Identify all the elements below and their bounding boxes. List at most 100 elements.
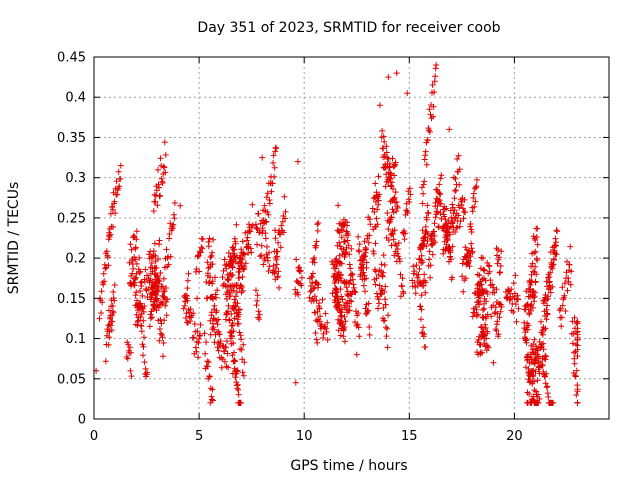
- data-point: [278, 222, 285, 229]
- data-point: [423, 214, 430, 221]
- data-point: [148, 291, 155, 298]
- data-point: [152, 198, 159, 205]
- data-point: [243, 237, 250, 244]
- data-point: [144, 369, 151, 376]
- data-point: [380, 269, 387, 276]
- data-point: [140, 352, 146, 359]
- data-point: [478, 324, 485, 331]
- data-point: [537, 358, 544, 365]
- data-point: [280, 229, 287, 236]
- data-point: [422, 223, 429, 230]
- data-point: [254, 241, 260, 248]
- data-point: [151, 298, 158, 305]
- data-point: [136, 254, 143, 261]
- data-point: [140, 308, 147, 315]
- data-point: [569, 318, 576, 325]
- data-point: [562, 308, 569, 314]
- data-point: [152, 295, 159, 302]
- data-point: [141, 303, 148, 310]
- data-point: [544, 302, 551, 309]
- data-point: [383, 324, 389, 331]
- data-point: [524, 356, 531, 363]
- data-point: [237, 346, 244, 352]
- data-point: [209, 249, 216, 256]
- data-point: [162, 302, 169, 309]
- data-point: [210, 295, 217, 302]
- data-point: [533, 271, 540, 278]
- data-point: [540, 368, 547, 375]
- data-point: [418, 306, 425, 313]
- data-point: [243, 244, 250, 251]
- data-point: [197, 321, 204, 328]
- data-point: [376, 300, 383, 307]
- data-point: [373, 215, 380, 222]
- data-point: [209, 397, 216, 404]
- data-point: [264, 243, 270, 250]
- data-point: [166, 231, 173, 237]
- data-point: [355, 324, 362, 331]
- data-point: [345, 232, 352, 239]
- data-point: [460, 205, 466, 212]
- data-point: [204, 295, 211, 302]
- data-point: [99, 299, 106, 306]
- data-point: [323, 329, 330, 335]
- data-point: [387, 214, 394, 221]
- data-point: [276, 284, 282, 291]
- data-point: [319, 296, 326, 303]
- data-point: [210, 315, 217, 322]
- data-point: [526, 372, 533, 379]
- data-point: [316, 305, 323, 312]
- data-point: [187, 306, 194, 313]
- data-point: [434, 196, 441, 203]
- data-point: [550, 255, 557, 262]
- data-point: [128, 373, 135, 380]
- data-point: [117, 162, 124, 169]
- data-point: [454, 156, 461, 162]
- data-point: [538, 343, 545, 350]
- data-point: [197, 249, 204, 256]
- data-point: [159, 334, 166, 341]
- data-point: [357, 273, 364, 280]
- data-point: [412, 284, 419, 290]
- data-point: [456, 223, 463, 230]
- data-point: [270, 152, 277, 159]
- data-point: [554, 228, 561, 235]
- data-point: [453, 187, 459, 194]
- data-point: [426, 128, 433, 135]
- data-point: [234, 320, 241, 327]
- data-point: [423, 161, 430, 168]
- data-point: [354, 321, 361, 328]
- data-point: [134, 297, 140, 304]
- data-point: [476, 341, 483, 348]
- data-point: [245, 241, 252, 248]
- data-point: [452, 187, 458, 194]
- data-point: [529, 260, 536, 267]
- data-point: [420, 282, 427, 289]
- data-point: [394, 204, 401, 211]
- data-point: [159, 180, 166, 186]
- data-point: [336, 229, 343, 236]
- data-point: [495, 246, 501, 253]
- data-point: [459, 273, 466, 280]
- chart-title: Day 351 of 2023, SRMTID for receiver coo…: [197, 20, 500, 36]
- data-point: [515, 305, 522, 312]
- data-point: [235, 391, 242, 398]
- data-point: [422, 148, 429, 155]
- data-point: [324, 319, 331, 326]
- data-point: [415, 271, 422, 278]
- data-point: [107, 231, 114, 238]
- data-point: [96, 315, 103, 322]
- y-axis-title: SRMTID / TECUs: [6, 182, 22, 295]
- data-point: [106, 328, 113, 335]
- data-point: [375, 305, 381, 312]
- data-point: [513, 318, 520, 325]
- data-point: [447, 249, 454, 256]
- data-point: [455, 212, 462, 219]
- data-point: [271, 164, 278, 171]
- data-point: [543, 316, 550, 323]
- data-point: [493, 327, 500, 334]
- data-point: [398, 293, 404, 300]
- data-point: [146, 279, 153, 286]
- data-point: [236, 275, 243, 281]
- data-point: [400, 290, 407, 297]
